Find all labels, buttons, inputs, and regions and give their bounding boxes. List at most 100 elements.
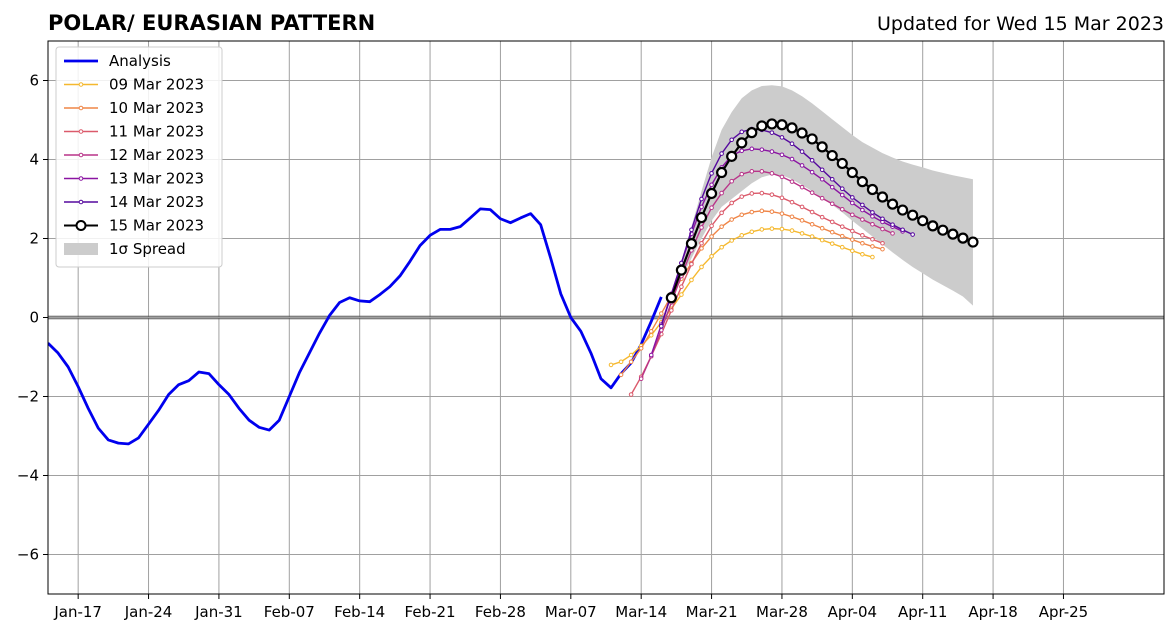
x-tick-label: Feb-21 <box>405 603 456 621</box>
forecast-point <box>809 169 815 175</box>
forecast-point <box>769 226 775 231</box>
x-tick-label: Mar-21 <box>686 603 738 621</box>
forecast-point <box>927 220 939 232</box>
forecast-point <box>839 224 845 229</box>
forecast-point <box>789 141 795 146</box>
x-tick-label: Mar-07 <box>545 603 597 621</box>
forecast-point <box>967 236 979 248</box>
plot-area: Jan-17 Jan-24 Jan-31 Feb-07 Feb-14 Feb-21 Feb-… <box>17 40 1165 621</box>
y-tick-label: −2 <box>17 388 39 406</box>
forecast-point <box>809 221 815 227</box>
forecast-point <box>749 146 755 152</box>
forecast-point <box>779 152 785 158</box>
forecast-point <box>759 208 765 214</box>
forecast-point <box>749 191 755 196</box>
forecast-point <box>689 227 694 233</box>
forecast-point <box>839 192 845 198</box>
x-tick-label: Feb-07 <box>264 603 315 621</box>
forecast-point <box>709 253 714 259</box>
legend-label: Analysis <box>109 52 171 70</box>
forecast-point <box>769 130 775 135</box>
forecast-point <box>719 210 724 216</box>
forecast-point <box>746 127 758 139</box>
x-tick-label: Jan-17 <box>53 603 102 621</box>
legend-label: 13 Mar 2023 <box>109 170 204 188</box>
forecast-point <box>789 156 795 162</box>
forecast-point <box>739 233 745 238</box>
legend-marker <box>78 152 84 158</box>
forecast-point <box>719 151 724 156</box>
legend-marker <box>78 199 84 205</box>
forecast-point <box>739 194 745 199</box>
legend-label: 10 Mar 2023 <box>109 99 204 117</box>
forecast-point <box>769 209 775 214</box>
forecast-point <box>880 226 885 232</box>
forecast-point <box>648 329 654 334</box>
legend-label: 12 Mar 2023 <box>109 146 204 164</box>
forecast-point <box>628 392 634 397</box>
legend-patch-swatch <box>64 243 98 255</box>
forecast-point <box>917 215 929 227</box>
forecast-point <box>947 228 959 240</box>
forecast-point <box>749 229 755 235</box>
forecast-point <box>709 171 714 176</box>
forecast-point <box>796 127 808 139</box>
x-tick-label: Apr-18 <box>968 603 1018 621</box>
forecast-point <box>809 190 815 195</box>
forecast-point <box>839 186 845 192</box>
x-tick-label: Jan-24 <box>124 603 173 621</box>
forecast-point <box>779 135 785 140</box>
forecast-point <box>628 359 634 365</box>
forecast-point <box>880 240 885 246</box>
forecast-point <box>819 225 825 231</box>
forecast-point <box>829 229 835 235</box>
legend-box <box>55 46 223 268</box>
legend-label: 14 Mar 2023 <box>109 193 204 211</box>
forecast-point <box>870 244 875 249</box>
forecast-point <box>910 232 915 237</box>
forecast-point <box>829 176 835 182</box>
forecast-point <box>829 219 835 225</box>
forecast-point <box>890 231 895 236</box>
forecast-point <box>769 171 775 176</box>
forecast-point <box>699 196 704 202</box>
forecast-point <box>900 227 905 233</box>
forecast-point <box>685 238 698 250</box>
forecast-point <box>699 240 704 246</box>
forecast-point <box>789 214 795 220</box>
forecast-point <box>608 362 614 368</box>
forecast-point <box>860 233 865 238</box>
forecast-point <box>819 195 825 201</box>
legend-label: 1σ Spread <box>109 240 186 258</box>
y-tick-label: 2 <box>29 230 39 248</box>
forecast-point <box>799 231 805 236</box>
legend: Analysis 09 Mar 2023 10 Mar 2023 11 Mar 202… <box>55 46 223 268</box>
forecast-point <box>779 226 785 232</box>
forecast-point <box>850 200 855 206</box>
forecast-point <box>739 148 745 154</box>
forecast-point <box>618 372 624 378</box>
x-tick-label: Apr-25 <box>1039 603 1089 621</box>
forecast-point <box>799 149 805 154</box>
forecast-point <box>679 292 684 297</box>
y-tick-label: 6 <box>29 72 39 90</box>
forecast-point <box>850 237 855 242</box>
forecast-point <box>726 150 738 162</box>
forecast-point <box>799 218 805 223</box>
forecast-point <box>658 323 664 329</box>
forecast-point <box>716 166 728 179</box>
forecast-point <box>826 149 838 162</box>
forecast-point <box>779 211 785 216</box>
forecast-point <box>819 237 825 243</box>
forecast-point <box>870 210 875 215</box>
forecast-point <box>799 204 805 210</box>
forecast-point <box>829 201 835 207</box>
forecast-point <box>850 228 855 234</box>
y-tick-label: 0 <box>29 309 39 327</box>
forecast-point <box>880 246 885 252</box>
legend-label: 15 Mar 2023 <box>109 217 204 235</box>
forecast-point <box>819 176 825 182</box>
forecast-point <box>890 222 895 227</box>
forecast-point <box>766 118 778 130</box>
forecast-point <box>816 141 828 153</box>
